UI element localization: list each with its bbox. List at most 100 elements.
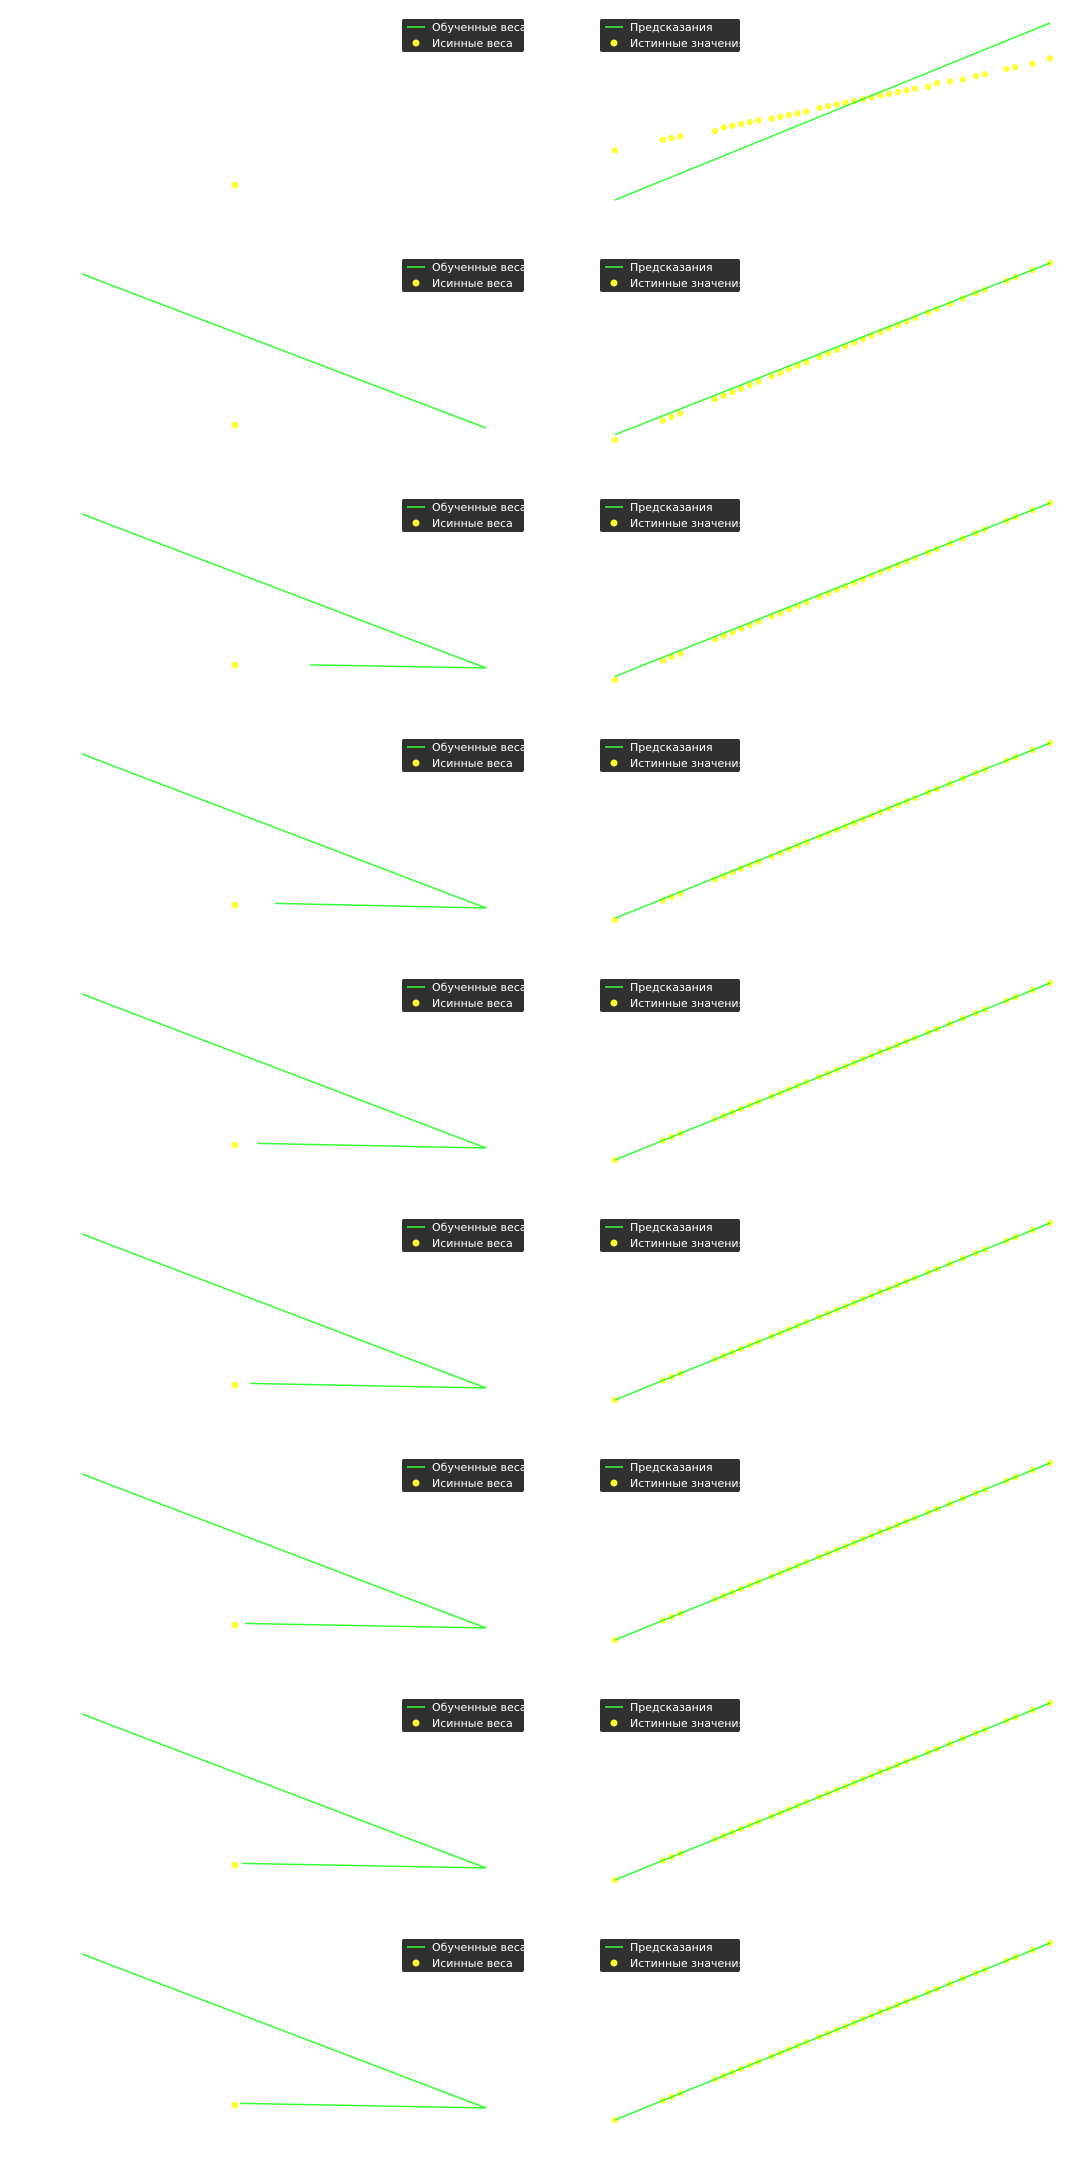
true-value-point (959, 76, 967, 83)
weights-legend: Обученные веса Исинные веса (402, 19, 527, 52)
prediction-line (614, 22, 1051, 201)
legend-point-swatch (412, 1959, 420, 1967)
legend-point-swatch (610, 1479, 618, 1487)
true-value-point (668, 653, 675, 661)
legend-point-label: Истинные значения (630, 1477, 745, 1490)
legend-line-label: Обученные веса (432, 501, 527, 514)
legend-box (600, 19, 740, 52)
legend-point-swatch (610, 999, 618, 1007)
learned-weights-line (81, 513, 487, 669)
true-value-point (833, 101, 841, 108)
chart-row: Обученные веса Исинные веса Предсказания Ис… (81, 259, 1054, 444)
legend-line-label: Предсказания (630, 1701, 713, 1714)
weights-legend: Обученные веса Исинные веса (402, 1699, 527, 1732)
legend-box (600, 1699, 740, 1732)
legend-point-label: Истинные значения (630, 1957, 745, 1970)
true-value-point (611, 436, 619, 444)
weights-plot: Обученные веса Исинные веса (231, 19, 527, 189)
predictions-legend: Предсказания Истинные значения (600, 19, 745, 52)
legend-point-swatch (610, 519, 618, 527)
true-value-point (677, 650, 684, 657)
prediction-line (614, 502, 1051, 678)
learned-weights-line (81, 1473, 487, 1629)
legend-box (600, 1219, 740, 1252)
true-weight-point (231, 1621, 239, 1629)
predictions-plot: Предсказания Истинные значения (600, 259, 1054, 444)
true-value-point (711, 396, 719, 403)
legend-point-label: Исинные веса (432, 277, 513, 290)
predictions-plot: Предсказания Истинные значения (600, 1219, 1054, 1404)
weights-plot: Обученные веса Исинные веса (81, 259, 527, 429)
weights-plot: Обученные веса Исинные веса (81, 739, 527, 909)
true-value-point (816, 104, 823, 112)
true-value-point (933, 80, 941, 87)
true-weight-point (231, 1861, 239, 1869)
weights-plot: Обученные веса Исинные веса (81, 1699, 527, 1869)
legend-point-label: Истинные значения (630, 997, 745, 1010)
predictions-plot: Предсказания Истинные значения (600, 979, 1054, 1164)
legend-point-label: Истинные значения (630, 1717, 745, 1730)
predictions-plot: Предсказания Истинные значения (600, 1459, 1054, 1644)
chart-row: Обученные веса Исинные веса Предсказания Ис… (81, 1699, 1054, 1884)
legend-point-swatch (610, 759, 618, 767)
predictions-legend: Предсказания Истинные значения (600, 499, 745, 532)
true-value-point (794, 362, 801, 369)
legend-line-label: Обученные веса (432, 1941, 527, 1954)
legend-box (600, 499, 740, 532)
predictions-plot: Предсказания Истинные значения (600, 739, 1054, 924)
chart-row: Обученные веса Исинные веса Предсказания Ис… (231, 19, 1054, 201)
chart-row: Обученные веса Исинные веса Предсказания Ис… (81, 1219, 1054, 1404)
true-value-point (768, 115, 775, 122)
predictions-plot: Предсказания Истинные значения (600, 19, 1054, 201)
true-weight-point (231, 1141, 239, 1149)
legend-box (600, 259, 740, 292)
true-value-point (803, 108, 810, 115)
legend-box (600, 1459, 740, 1492)
legend-line-label: Обученные веса (432, 1461, 527, 1474)
predictions-legend: Предсказания Истинные значения (600, 739, 745, 772)
true-value-point (768, 373, 775, 380)
legend-point-label: Исинные веса (432, 1717, 513, 1730)
weights-plot: Обученные веса Исинные веса (81, 499, 527, 669)
legend-box (402, 19, 524, 52)
legend-point-label: Истинные значения (630, 517, 745, 530)
prediction-line (614, 1942, 1051, 2121)
chart-row: Обученные веса Исинные веса Предсказания Ис… (81, 979, 1054, 1164)
legend-line-label: Предсказания (630, 1221, 713, 1234)
legend-box (402, 1939, 524, 1972)
weights-legend: Обученные веса Исинные веса (402, 1459, 527, 1492)
legend-point-swatch (412, 279, 420, 287)
legend-point-swatch (412, 519, 420, 527)
true-value-point (746, 381, 754, 389)
true-value-point (925, 83, 932, 90)
chart-row: Обученные веса Исинные веса Предсказания Ис… (81, 1459, 1054, 1644)
true-weight-point (231, 2101, 239, 2109)
true-value-point (794, 110, 801, 117)
predictions-legend: Предсказания Истинные значения (600, 1219, 745, 1252)
legend-point-swatch (412, 1479, 420, 1487)
true-value-point (668, 134, 675, 142)
legend-point-swatch (412, 759, 420, 767)
legend-point-label: Истинные значения (630, 37, 745, 50)
predictions-legend: Предсказания Истинные значения (600, 1699, 745, 1732)
legend-box (600, 739, 740, 772)
predictions-plot: Предсказания Истинные значения (600, 499, 1054, 684)
true-value-point (659, 417, 667, 424)
predictions-legend: Предсказания Истинные значения (600, 259, 745, 292)
prediction-line (614, 1462, 1051, 1641)
prediction-line (614, 1702, 1051, 1881)
weights-plot: Обученные веса Исинные веса (81, 1219, 527, 1389)
legend-point-swatch (412, 1239, 420, 1247)
true-value-point (777, 113, 784, 121)
legend-point-label: Исинные веса (432, 1237, 513, 1250)
legend-point-label: Исинные веса (432, 1957, 513, 1970)
true-value-point (746, 118, 754, 126)
weights-legend: Обученные веса Исинные веса (402, 739, 527, 772)
legend-point-swatch (610, 279, 618, 287)
learned-weights-line (81, 1953, 487, 2109)
true-value-point (729, 389, 736, 396)
chart-row: Обученные веса Исинные веса Предсказания Ис… (81, 499, 1054, 684)
weights-legend: Обученные веса Исинные веса (402, 259, 527, 292)
true-value-point (777, 369, 784, 376)
